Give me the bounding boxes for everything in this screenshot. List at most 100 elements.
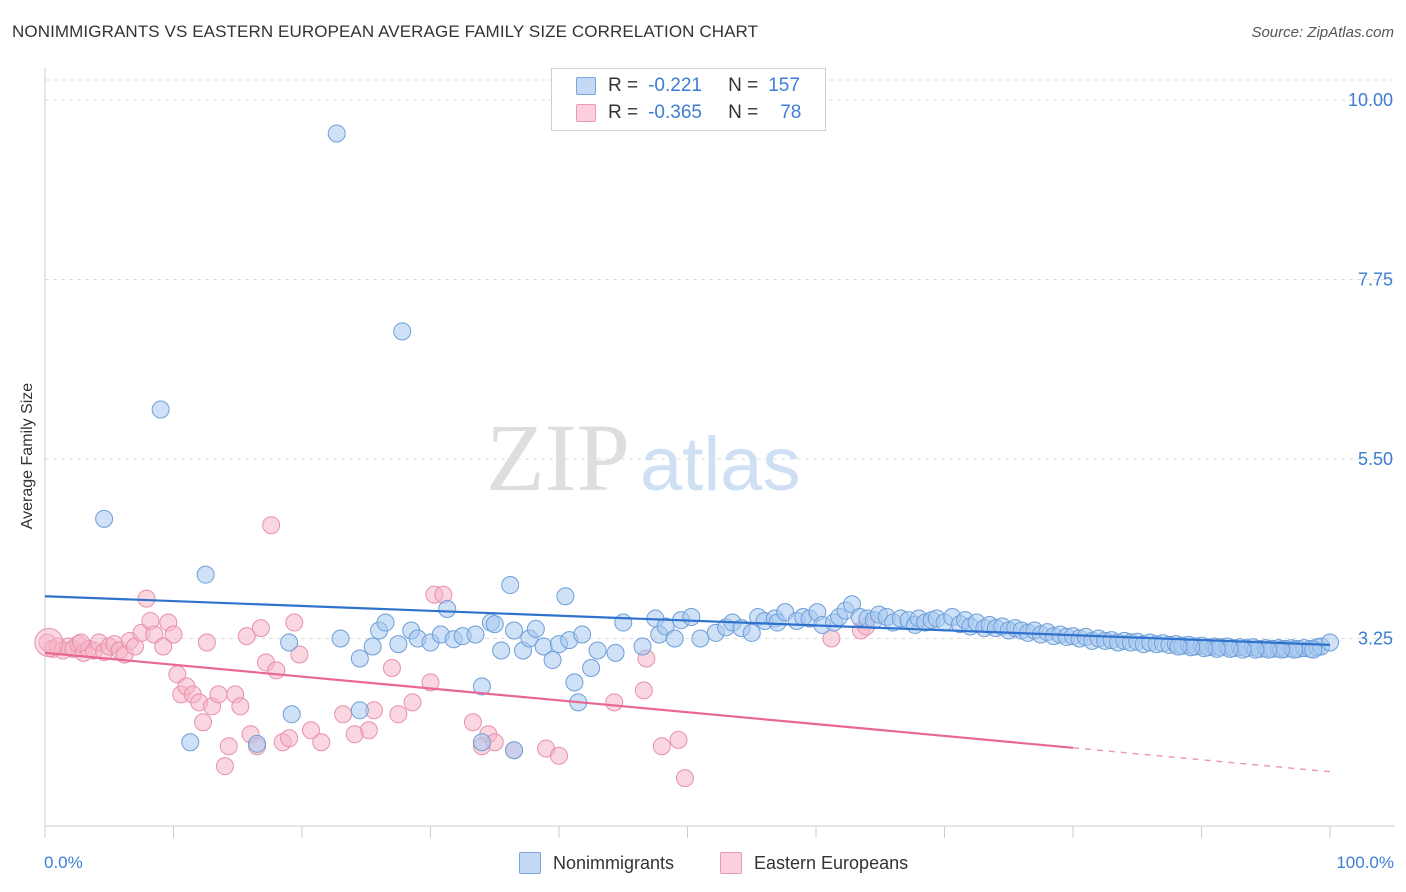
nonimmigrant-point	[691, 629, 710, 648]
nonimmigrant-point	[582, 659, 601, 678]
nonimmigrant-point	[472, 733, 491, 752]
eastern-european-point	[669, 730, 688, 749]
chart-title: NONIMMIGRANTS VS EASTERN EUROPEAN AVERAG…	[12, 22, 759, 41]
y-tick-label: 3.25	[1358, 629, 1393, 649]
legend-n-label: N =	[728, 75, 759, 96]
watermark: ZIP atlas	[486, 404, 801, 511]
trend-line-eastern-europeans	[44, 651, 1074, 749]
nonimmigrant-point	[389, 635, 408, 654]
nonimmigrant-point	[280, 633, 299, 652]
nonimmigrant-point	[556, 587, 575, 606]
legend-row-eastern-europeans: R = -0.365 N = 78	[576, 102, 801, 124]
eastern-european-point	[251, 619, 270, 638]
eastern-european-point	[280, 729, 299, 748]
eastern-european-point	[34, 627, 64, 657]
nonimmigrant-point	[505, 621, 524, 640]
nonimmigrant-point	[466, 625, 485, 644]
eastern-european-point	[382, 659, 401, 678]
watermark-atlas: atlas	[640, 422, 801, 507]
trend-line-eastern-europeans-extension	[1072, 747, 1331, 773]
nonimmigrant-point	[633, 637, 652, 656]
eastern-european-point	[652, 737, 671, 756]
eastern-european-point	[145, 625, 164, 644]
nonimmigrant-point	[95, 509, 114, 528]
nonimmigrant-point	[472, 677, 491, 696]
nonimmigrant-point	[742, 623, 761, 642]
eastern-european-point	[209, 685, 228, 704]
legend-row-nonimmigrants: R = -0.221 N = 157	[576, 75, 800, 97]
eastern-european-point	[194, 713, 213, 732]
nonimmigrant-point	[543, 651, 562, 670]
nonimmigrant-point	[614, 613, 633, 632]
legend-label-nonimmigrants: Nonimmigrants	[553, 852, 675, 873]
nonimmigrant-point	[248, 734, 267, 753]
nonimmigrant-point	[196, 565, 215, 584]
nonimmigrant-point	[588, 641, 607, 660]
nonimmigrant-point	[573, 625, 592, 644]
nonimmigrant-point	[1169, 637, 1188, 656]
eastern-european-point	[215, 757, 234, 776]
nonimmigrant-point	[181, 733, 200, 752]
x-tick-label-right: 100.0%	[1336, 853, 1394, 872]
legend-r-label: R =	[608, 75, 639, 96]
legend-r-label: R =	[608, 102, 639, 123]
eastern-european-point	[164, 625, 183, 644]
legend-n-label: N =	[728, 102, 759, 123]
legend-swatch-nonimmigrants	[519, 852, 541, 874]
nonimmigrant-point	[363, 637, 382, 656]
nonimmigrant-point	[331, 629, 350, 648]
nonimmigrant-point	[501, 576, 520, 595]
nonimmigrant-point	[665, 629, 684, 648]
eastern-european-point	[71, 633, 90, 652]
nonimmigrant-point	[565, 673, 584, 692]
eastern-european-point	[285, 613, 304, 632]
y-tick-label: 5.50	[1358, 449, 1393, 469]
y-tick-label: 7.75	[1358, 269, 1393, 289]
y-tick-label: 10.00	[1348, 90, 1393, 110]
eastern-european-point	[231, 697, 250, 716]
nonimmigrant-point	[682, 607, 701, 626]
nonimmigrant-point	[350, 649, 369, 668]
nonimmigrant-point	[393, 322, 412, 341]
legend-r-value: -0.221	[648, 75, 702, 96]
legend-item-nonimmigrants: Nonimmigrants	[519, 852, 674, 874]
eastern-european-point	[219, 737, 238, 756]
axes	[44, 68, 1395, 838]
eastern-european-point	[345, 725, 364, 744]
y-tick-labels: 3.25 5.50 7.75 10.00	[1348, 90, 1393, 649]
series-eastern-europeans	[34, 516, 876, 788]
nonimmigrant-point	[350, 701, 369, 720]
nonimmigrant-point	[606, 643, 625, 662]
eastern-european-point	[267, 661, 286, 680]
nonimmigrant-point	[505, 741, 524, 760]
eastern-european-point	[550, 746, 568, 765]
eastern-european-point	[312, 733, 331, 752]
legend-n-value: 78	[780, 102, 802, 123]
grid-lines	[45, 79, 1395, 640]
eastern-european-point	[389, 705, 408, 724]
nonimmigrant-point	[656, 617, 675, 636]
nonimmigrant-point	[485, 615, 504, 634]
nonimmigrant-point	[282, 705, 301, 724]
trend-lines	[44, 595, 1331, 773]
eastern-european-point	[463, 713, 482, 732]
eastern-european-point	[197, 633, 216, 652]
eastern-european-point	[262, 516, 281, 535]
legend-r-value: -0.365	[648, 102, 702, 123]
nonimmigrant-point	[526, 619, 545, 638]
legend-label-eastern-europeans: Eastern Europeans	[754, 852, 909, 873]
eastern-european-point	[290, 645, 309, 664]
series-legend: Nonimmigrants Eastern Europeans	[0, 852, 1406, 876]
x-tick-label-left: 0.0%	[44, 853, 83, 872]
eastern-european-point	[605, 693, 624, 712]
eastern-european-point	[154, 637, 173, 656]
nonimmigrant-point	[151, 400, 170, 419]
watermark-zip: ZIP	[486, 404, 630, 511]
legend-swatch-nonimmigrants	[576, 77, 596, 95]
eastern-european-point	[675, 769, 694, 788]
nonimmigrant-point	[376, 613, 395, 632]
legend-swatch-eastern-europeans	[720, 852, 742, 874]
eastern-european-point	[403, 693, 422, 712]
eastern-european-point	[421, 673, 440, 692]
